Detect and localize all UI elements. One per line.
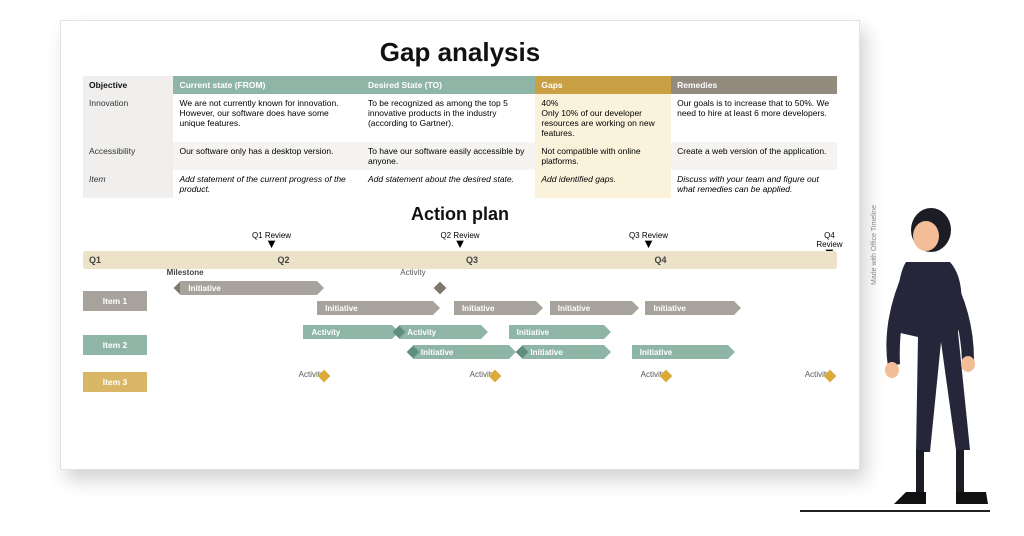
gantt-bar: Initiative	[522, 345, 604, 359]
col-header: Desired State (TO)	[362, 76, 535, 94]
lane-label: Item 1	[83, 291, 147, 311]
table-header-row: ObjectiveCurrent state (FROM)Desired Sta…	[83, 76, 837, 94]
lane: Item 1MilestoneInitiativeInitiativeActiv…	[83, 279, 837, 323]
lane: Item 3ActivityActivityActivityActivity	[83, 367, 837, 397]
lane: Item 2ActivityActivityInitiativeInitiati…	[83, 323, 837, 367]
quarter-label: Q4	[649, 255, 667, 265]
review-marker: Q2 Review▼	[440, 231, 479, 248]
gantt-bar: Initiative	[550, 301, 632, 315]
review-marker: Q3 Review▼	[629, 231, 668, 248]
gap-table: ObjectiveCurrent state (FROM)Desired Sta…	[83, 76, 837, 198]
lanes: Item 1MilestoneInitiativeInitiativeActiv…	[83, 279, 837, 397]
quarter-label: Q2	[272, 255, 290, 265]
col-header: Current state (FROM)	[173, 76, 362, 94]
gantt-bar: Initiative	[645, 301, 734, 315]
gantt-bar: Activity	[303, 325, 392, 339]
gantt-bar: Initiative	[180, 281, 317, 295]
quarter-band: Q1 Q2 Q3 Q4	[83, 251, 837, 269]
table-row: AccessibilityOur software only has a des…	[83, 142, 837, 170]
col-header: Objective	[83, 76, 173, 94]
gantt-bar: Initiative	[317, 301, 433, 315]
quarter-label: Q1	[83, 255, 101, 265]
gantt-bar: Initiative	[413, 345, 509, 359]
lane-label: Item 3	[83, 372, 147, 392]
col-header: Gaps	[535, 76, 671, 94]
timeline: Q1 Review▼Q2 Review▼Q3 Review▼Q4 Review▼…	[83, 231, 837, 397]
gantt-bar: Initiative	[454, 301, 536, 315]
subtitle: Action plan	[83, 204, 837, 225]
col-header: Remedies	[671, 76, 837, 94]
gantt-bar: Activity	[399, 325, 481, 339]
walking-person-illustration	[846, 192, 996, 512]
gantt-bar: Initiative	[509, 325, 605, 339]
quarter-label: Q3	[460, 255, 478, 265]
table-row: InnovationWe are not currently known for…	[83, 94, 837, 142]
review-markers: Q1 Review▼Q2 Review▼Q3 Review▼Q4 Review▼	[83, 231, 837, 251]
table-row: ItemAdd statement of the current progres…	[83, 170, 837, 198]
lane-label: Item 2	[83, 335, 147, 355]
diamond-icon	[434, 282, 447, 295]
slide-card: Gap analysis ObjectiveCurrent state (FRO…	[60, 20, 860, 470]
gantt-bar: Initiative	[632, 345, 728, 359]
review-marker: Q1 Review▼	[252, 231, 291, 248]
page-title: Gap analysis	[83, 37, 837, 68]
